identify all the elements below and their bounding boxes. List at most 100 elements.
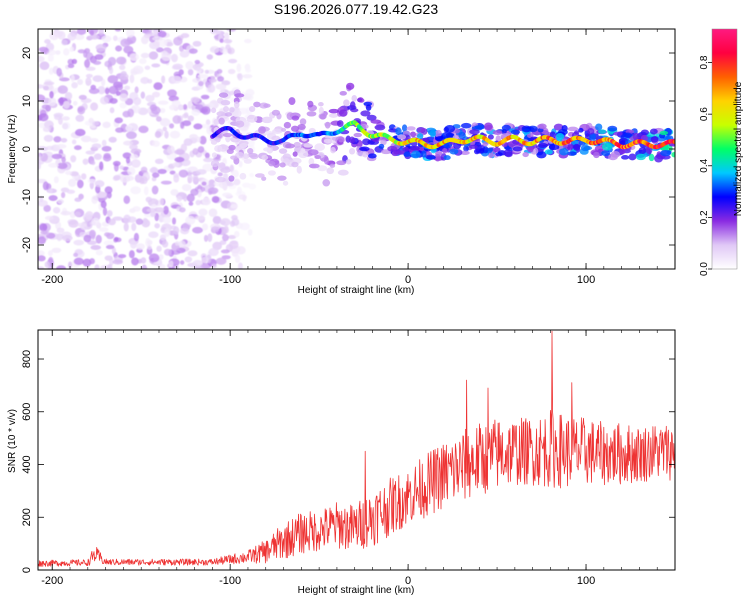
noise-blob xyxy=(68,178,77,187)
colorbar-ticks: 0.0 0.2 0.4 0.6 0.8 xyxy=(699,55,712,276)
ridge-halo-blob xyxy=(608,153,618,161)
noise-blob xyxy=(103,240,115,246)
noise-blob xyxy=(88,34,100,40)
ridge-halo-blob xyxy=(416,126,426,133)
noise-blob xyxy=(164,228,171,237)
chart-title: S196.2026.077.19.42.G23 xyxy=(274,1,438,17)
noise-blob xyxy=(228,240,239,250)
ridge-halo-blob xyxy=(645,146,653,154)
noise-blob xyxy=(139,58,147,65)
noise-blob xyxy=(38,152,42,162)
snr-x-tick-label: 100 xyxy=(577,575,595,587)
spectrogram-y-tick-label: 10 xyxy=(21,95,33,107)
colorbar-tick-label: 0.4 xyxy=(699,158,710,172)
ridge-halo-blob xyxy=(233,101,240,109)
noise-blob xyxy=(228,58,238,64)
ridge-halo-blob xyxy=(648,153,655,162)
noise-blob xyxy=(162,216,172,224)
ridge-halo-blob xyxy=(492,130,503,135)
noise-blob xyxy=(107,263,113,269)
ridge-halo-blob xyxy=(343,99,350,107)
noise-blob xyxy=(135,218,144,225)
ridge-halo-blob xyxy=(283,121,292,129)
ridge-halo-blob xyxy=(268,160,276,167)
ridge-halo-blob xyxy=(323,138,333,144)
noise-blob xyxy=(61,121,71,130)
noise-blob xyxy=(150,166,158,174)
noise-blob xyxy=(207,84,216,93)
ridge-halo-blob xyxy=(555,133,565,141)
noise-blob xyxy=(145,196,153,203)
ridge-halo-blob xyxy=(349,147,356,155)
ridge-halo-blob xyxy=(220,167,231,173)
ridge-halo-blob xyxy=(521,125,532,133)
ridge-halo-blob xyxy=(297,150,309,159)
noise-blob xyxy=(40,152,49,162)
ridge-halo-blob xyxy=(356,98,363,103)
noise-blob xyxy=(102,207,108,216)
ridge-halo-blob xyxy=(380,139,387,146)
noise-blob xyxy=(247,228,253,236)
noise-blob xyxy=(211,196,220,203)
noise-blob xyxy=(88,117,94,124)
ridge-halo-blob xyxy=(578,141,586,146)
ridge-halo-blob xyxy=(336,160,347,166)
ridge-halo-blob xyxy=(573,143,581,151)
noise-blob xyxy=(140,91,146,99)
ridge-halo-blob xyxy=(228,175,235,182)
noise-blob xyxy=(53,176,59,184)
noise-blob xyxy=(219,38,224,43)
ridge-halo-blob xyxy=(589,132,596,141)
ridge-halo-blob xyxy=(638,147,647,155)
noise-blob xyxy=(126,29,135,38)
noise-blob xyxy=(185,215,196,225)
noise-blob xyxy=(39,223,48,232)
noise-blob xyxy=(140,77,150,84)
ridge-halo-blob xyxy=(248,105,256,112)
noise-blob xyxy=(179,207,186,213)
noise-blob xyxy=(123,214,131,224)
ridge-halo-blob xyxy=(299,118,307,126)
noise-blob xyxy=(145,94,155,102)
ridge-halo-blob xyxy=(281,127,287,132)
noise-blob xyxy=(142,217,148,225)
noise-blob xyxy=(187,101,193,109)
noise-blob xyxy=(147,245,152,250)
noise-blob xyxy=(67,63,75,69)
noise-blob xyxy=(223,226,229,234)
noise-blob xyxy=(47,250,53,257)
ridge-halo-blob xyxy=(226,148,234,155)
noise-blob xyxy=(197,74,209,79)
snr-y-tick-label: 0 xyxy=(21,567,33,573)
noise-blob xyxy=(159,38,168,48)
ridge-halo-blob xyxy=(292,151,298,157)
noise-blob xyxy=(222,39,233,44)
noise-blob xyxy=(174,156,185,163)
noise-blob xyxy=(195,169,207,175)
ridge-halo-blob xyxy=(503,149,513,157)
noise-blob xyxy=(173,226,180,235)
noise-blob xyxy=(125,156,131,164)
ridge-halo-blob xyxy=(230,155,238,160)
noise-blob xyxy=(70,74,75,83)
noise-blob xyxy=(130,154,139,160)
noise-blob xyxy=(132,206,141,212)
noise-blob xyxy=(200,94,210,100)
noise-blob xyxy=(170,189,179,196)
ridge-halo-blob xyxy=(297,124,306,130)
noise-blob xyxy=(134,86,139,94)
noise-blob xyxy=(208,208,218,218)
ridge-halo-blob xyxy=(463,145,469,152)
noise-blob xyxy=(176,195,183,202)
noise-blob xyxy=(201,106,211,115)
noise-blob xyxy=(218,181,228,189)
ridge-halo-blob xyxy=(282,153,292,161)
ridge-halo-blob xyxy=(468,144,478,149)
ridge-halo-blob xyxy=(659,130,669,136)
ridge-halo-blob xyxy=(239,172,247,180)
noise-blob xyxy=(106,210,113,217)
ridge-halo-blob xyxy=(351,94,358,102)
ridge-halo-blob xyxy=(366,114,377,121)
ridge-halo-blob xyxy=(282,180,289,186)
noise-blob xyxy=(189,133,198,140)
